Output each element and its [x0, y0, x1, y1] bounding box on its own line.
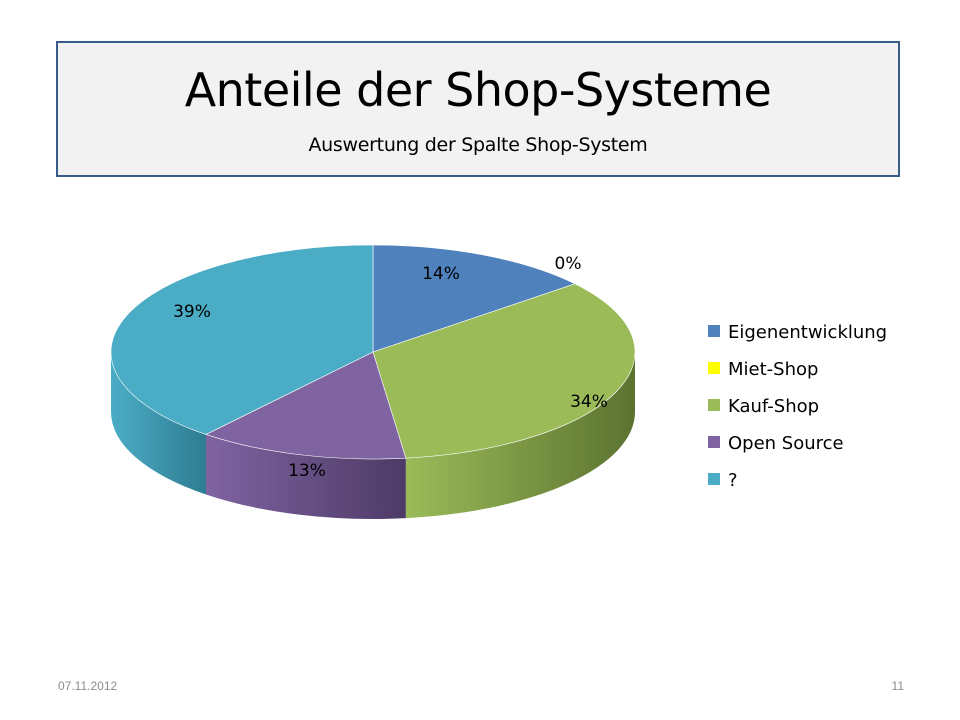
legend-label-1: Miet-Shop [728, 359, 818, 380]
legend-swatch-3 [708, 436, 720, 448]
data-label-1: 0% [555, 254, 582, 274]
pie-tops [110, 244, 636, 460]
legend-label-3: Open Source [728, 433, 844, 454]
slide-subtitle: Auswertung der Spalte Shop-System [308, 134, 648, 156]
pie-sides [111, 352, 635, 519]
slide-title: Anteile der Shop-Systeme [184, 63, 772, 117]
pie-slice-open-source [205, 351, 407, 460]
footer-page-number: 11 [891, 679, 904, 693]
pie-slice-kauf-shop [372, 283, 636, 459]
legend-swatch-2 [708, 399, 720, 411]
legend-swatch-4 [708, 473, 720, 485]
legend-label-2: Kauf-Shop [728, 396, 819, 417]
legend-label-4: ? [728, 470, 738, 491]
data-label-2: 34% [570, 392, 608, 412]
title-box: Anteile der Shop-Systeme Auswertung der … [56, 41, 900, 177]
legend-swatch-0 [708, 325, 720, 337]
pie-slice-eigenentwicklung [372, 244, 576, 353]
legend-swatch-1 [708, 362, 720, 374]
pie-slice-kauf-shop-side [405, 352, 635, 519]
pie-slice-open-source-side [205, 434, 406, 519]
data-label-0: 14% [422, 264, 460, 284]
legend-label-0: Eigenentwicklung [728, 322, 887, 343]
data-label-4: 39% [173, 302, 211, 322]
legend: Eigenentwicklung Miet-Shop Kauf-Shop Open S… [708, 322, 887, 491]
pie-slice--side [111, 352, 206, 495]
pie-slice- [110, 244, 374, 435]
data-label-3: 13% [288, 461, 326, 481]
footer-date: 07.11.2012 [58, 679, 118, 693]
